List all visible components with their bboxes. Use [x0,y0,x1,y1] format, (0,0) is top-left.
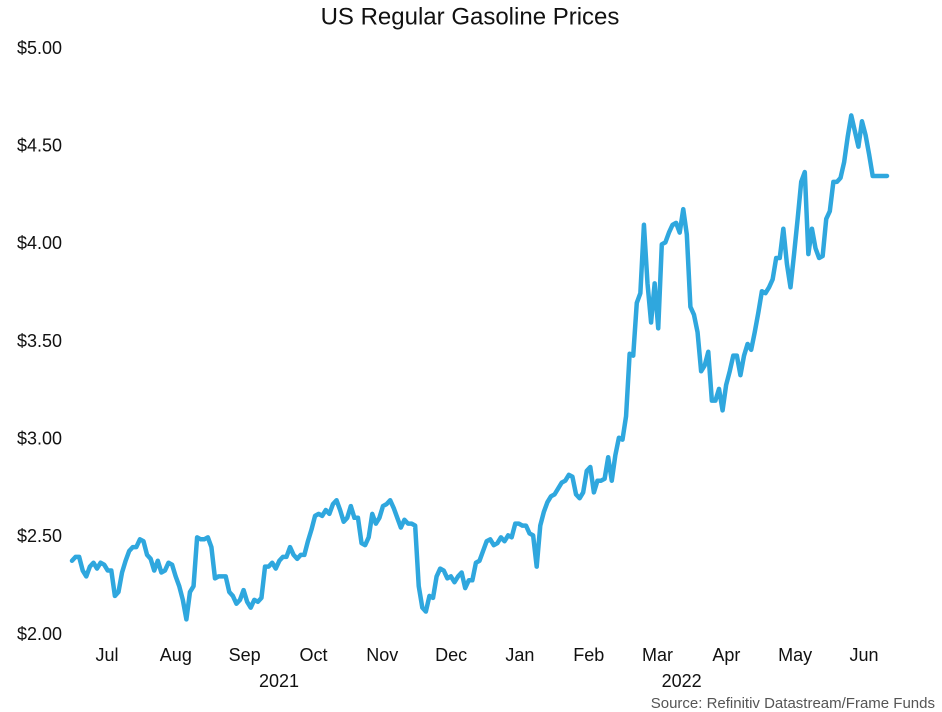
year-label: 2022 [662,671,702,691]
x-tick-label: Sep [229,645,261,665]
x-tick-label: Dec [435,645,467,665]
x-tick-label: Apr [712,645,740,665]
x-tick-label: Jun [849,645,878,665]
chart-title: US Regular Gasoline Prices [321,3,620,30]
x-tick-label: May [778,645,812,665]
x-tick-label: Nov [366,645,398,665]
x-tick-label: Feb [573,645,604,665]
y-tick-label: $3.00 [17,428,62,448]
y-tick-label: $2.50 [17,526,62,546]
x-tick-label: Aug [160,645,192,665]
y-tick-label: $4.00 [17,233,62,253]
y-tick-label: $2.00 [17,624,62,644]
year-label: 2021 [259,671,299,691]
x-tick-label: Jan [505,645,534,665]
y-tick-label: $5.00 [17,38,62,58]
source-note: Source: Refinitiv Datastream/Frame Funds [651,695,935,712]
y-tick-label: $4.50 [17,135,62,155]
x-tick-label: Mar [642,645,673,665]
x-tick-label: Oct [299,645,327,665]
x-tick-label: Jul [95,645,118,665]
y-tick-label: $3.50 [17,331,62,351]
price-line [69,113,890,622]
